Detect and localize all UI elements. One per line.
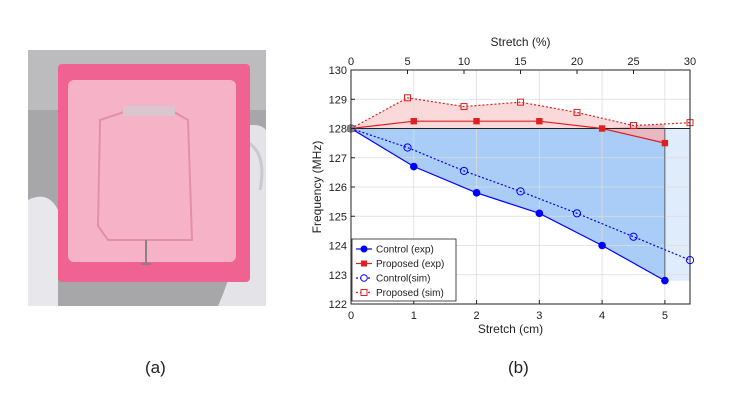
data-point-proposed-exp [536,117,543,125]
legend-label: Proposed (exp) [376,259,444,270]
series-line-2 [350,127,691,261]
data-point-control-sim [629,232,638,241]
y-axis-label: Frequency (MHz) [310,141,324,234]
data-point-control-sim [572,209,582,218]
top-x-tick-label: 0 [348,56,354,68]
legend-label: Control (exp) [376,245,434,256]
series-line-1 [350,120,666,144]
legend-label: Proposed (sim) [376,288,444,299]
x-tick-label: 2 [473,310,479,322]
data-point-control-exp [472,189,481,197]
top-x-tick-label: 30 [684,56,696,68]
legend-marker [360,289,368,296]
legend: Control (exp) Proposed (exp) Control(sim) P… [351,238,457,302]
caption-b: (b) [508,358,529,377]
top-x-axis-label: Stretch (%) [490,35,550,49]
series-line-0 [350,127,666,282]
x-tick-label: 0 [348,310,354,322]
legend-marker [360,274,368,282]
x-axis-label: Stretch (cm) [478,322,543,336]
data-point-proposed-sim [517,98,524,106]
legend-label: Control(sim) [376,274,430,285]
overlay-layer [68,80,236,262]
y-tick-label: 123 [329,270,347,282]
data-point-control-sim [403,143,412,152]
data-point-control-exp [598,241,606,250]
fill-region-extra [664,128,690,281]
legend-marker [361,260,367,267]
y-tick-label: 126 [329,182,347,194]
top-x-tick-label: 10 [458,56,470,68]
antenna-photo [28,50,266,306]
data-point-control-sim [516,187,525,196]
y-tick-label: 127 [329,153,347,165]
data-point-proposed-exp [473,117,480,125]
y-tick-label: 125 [329,211,347,223]
top-x-tick-label: 25 [627,56,639,68]
y-tick-label: 122 [329,299,347,311]
data-point-control-exp [409,162,418,171]
x-tick-label: 1 [411,310,417,322]
top-x-tick-label: 15 [514,56,526,68]
x-tick-label: 5 [662,310,668,322]
x-tick-label: 4 [599,310,605,322]
data-point-proposed-sim [404,94,411,102]
series-line-3 [350,97,691,130]
data-point-proposed-sim [460,103,468,111]
top-x-tick-label: 5 [404,56,410,68]
fill-region-control [351,128,665,281]
data-point-proposed-sim [630,122,637,130]
caption-a: (a) [145,358,166,377]
data-point-proposed-exp [598,125,606,132]
y-tick-label: 124 [329,241,347,253]
data-point-proposed-sim [573,108,581,116]
data-point-control-exp [535,209,544,218]
y-tick-label: 128 [329,124,347,136]
data-point-proposed-exp [661,139,669,147]
data-point-proposed-exp [410,117,417,125]
y-tick-label: 130 [329,65,347,77]
data-point-control-sim [459,166,469,176]
data-point-control-exp [661,276,669,285]
y-tick-label: 129 [329,94,347,106]
top-x-tick-label: 20 [571,56,583,68]
connector [123,106,175,116]
legend-marker [360,245,368,253]
x-tick-label: 3 [536,310,542,322]
